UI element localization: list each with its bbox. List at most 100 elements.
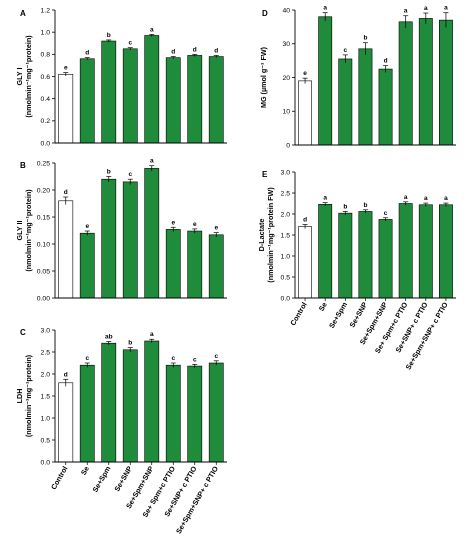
significance-letter: e [171, 219, 175, 226]
y-tick-label: 1.2 [41, 7, 51, 14]
y-tick-label: 30 [282, 41, 290, 48]
bar [338, 58, 353, 146]
bar [418, 204, 433, 299]
y-axis-label: LDH(nmolmin⁻¹mg⁻¹protein) [15, 354, 33, 437]
y-tick-label: 3.0 [41, 327, 51, 334]
x-tick-label: Se [79, 465, 91, 477]
significance-letter: e [193, 221, 197, 228]
panel-letter: A [20, 9, 26, 18]
bar [298, 226, 313, 299]
bar [318, 16, 333, 146]
significance-letter: a [150, 26, 154, 33]
significance-letter: b [107, 32, 111, 39]
bar [358, 211, 373, 299]
bar [101, 342, 117, 463]
y-tick-label: 0.15 [37, 214, 50, 221]
bar [208, 362, 224, 463]
significance-letter: d [384, 58, 388, 65]
significance-letter: c [384, 210, 388, 217]
significance-letter: a [444, 5, 448, 12]
bar [187, 365, 203, 463]
bar [318, 204, 333, 299]
bar [144, 168, 160, 299]
panel-d: D 0 10 20 30 40 MG (µmol g⁻¹ FW) e a c b d a a a [259, 5, 456, 149]
bar [398, 21, 413, 146]
y-axis-label: GLY II(nmolmin⁻¹mg⁻¹protein) [15, 189, 33, 272]
significance-letter: a [323, 195, 327, 202]
bar [165, 364, 181, 463]
significance-letter: d [214, 47, 218, 54]
significance-letter: d [85, 50, 89, 57]
y-tick-label: 0.10 [37, 241, 50, 248]
panel-letter: D [262, 9, 268, 18]
bar [208, 234, 224, 299]
y-tick-label: 0.6 [41, 74, 51, 81]
bar [187, 230, 203, 299]
y-tick-label: 0.8 [41, 52, 51, 59]
y-tick-label: 0.0 [41, 140, 51, 147]
bar [144, 35, 160, 144]
y-axis-label-line2: (nmolmin⁻¹mg⁻¹protein FW) [266, 187, 275, 283]
y-tick-label: 0.20 [37, 187, 50, 194]
y-tick-label: 2.0 [41, 371, 51, 378]
y-tick-label: 2.0 [281, 211, 291, 218]
bar [398, 203, 413, 299]
y-tick-label: 1.0 [41, 30, 51, 37]
significance-letter: d [64, 371, 68, 378]
bar [378, 68, 393, 146]
y-axis-label-line1: MG (µmol g⁻¹ FW) [259, 46, 268, 108]
y-tick-label: 0.5 [41, 437, 51, 444]
y-axis-label-line1: D-Lactate [257, 219, 266, 252]
panel-letter: E [262, 170, 268, 179]
y-axis-label-line2: (nmolmin⁻¹mg⁻¹protein) [24, 189, 33, 272]
bar [101, 178, 117, 299]
bar [338, 212, 353, 299]
x-tick-label: Se+SNP [112, 464, 134, 493]
panel-b: B 0.00 0.05 0.10 0.15 0.20 0.25 GLY II(nmolmin⁻… [15, 158, 227, 302]
x-tick-label: Control [288, 301, 309, 328]
y-tick-label: 2.5 [281, 190, 291, 197]
significance-letter: b [107, 169, 111, 176]
bar [79, 232, 95, 299]
y-tick-label: 1.5 [281, 232, 291, 239]
bar [58, 200, 74, 299]
y-axis-label-line1: GLY II [15, 221, 24, 241]
y-tick-label: 1.5 [41, 393, 51, 400]
significance-letter: e [64, 65, 68, 72]
significance-letter: a [150, 158, 154, 165]
y-tick-label: 0.5 [281, 274, 291, 281]
significance-letter: b [128, 340, 132, 347]
y-axis-label-line1: LDH [15, 389, 24, 404]
bar [58, 73, 74, 144]
significance-letter: b [363, 202, 367, 209]
significance-letter: b [363, 35, 367, 42]
panel-letter: B [20, 161, 26, 170]
panel-letter: C [20, 328, 26, 337]
y-tick-label: 0.4 [41, 96, 51, 103]
significance-letter: c [128, 171, 132, 178]
y-tick-label: 1.0 [41, 415, 51, 422]
y-tick-label: 2.5 [41, 349, 51, 356]
significance-letter: c [193, 356, 197, 363]
y-tick-label: 3.0 [281, 169, 291, 176]
y-tick-label: 0.0 [281, 295, 291, 302]
bar [378, 219, 393, 299]
bar [122, 48, 138, 144]
x-tick-label: Se+Spm+SNP+ c PTIO [174, 464, 220, 535]
significance-letter: d [303, 217, 307, 224]
significance-letter: e [85, 223, 89, 230]
bar [165, 57, 181, 144]
significance-letter: d [193, 46, 197, 53]
x-tick-label: Se+Spm [90, 465, 112, 494]
y-tick-label: 20 [282, 75, 290, 82]
panel-c: C 0.0 0.5 1.0 1.5 2.0 2.5 3.0 LDH(nmolmin⁻¹mg⁻¹p… [15, 327, 227, 535]
bar [438, 204, 453, 299]
y-tick-label: 1.0 [281, 253, 291, 260]
bar [187, 55, 203, 144]
y-tick-label: 0.2 [41, 118, 51, 125]
bar [79, 364, 95, 463]
y-axis-label-line2: (nmolmin⁻¹mg⁻¹protein) [24, 354, 33, 437]
significance-letter: a [150, 331, 154, 338]
y-tick-label: 0.0 [41, 459, 51, 466]
